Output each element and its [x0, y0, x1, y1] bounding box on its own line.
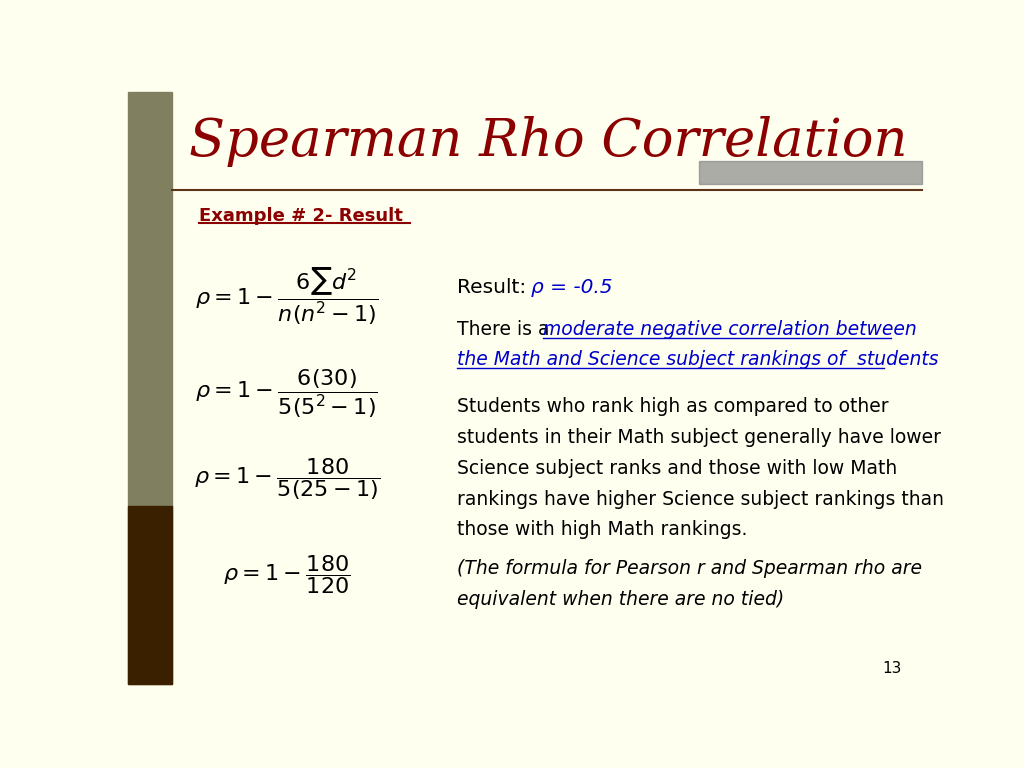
Text: rankings have higher Science subject rankings than: rankings have higher Science subject ran…	[458, 489, 944, 508]
Text: (The formula for Pearson r and Spearman rho are: (The formula for Pearson r and Spearman …	[458, 558, 923, 578]
Text: Result:: Result:	[458, 278, 526, 296]
Text: $\rho = 1 - \dfrac{180}{120}$: $\rho = 1 - \dfrac{180}{120}$	[223, 553, 350, 596]
Text: Students who rank high as compared to other: Students who rank high as compared to ot…	[458, 397, 889, 416]
Text: 13: 13	[883, 661, 902, 677]
Text: equivalent when there are no tied): equivalent when there are no tied)	[458, 590, 784, 609]
Text: $\rho = 1 - \dfrac{180}{5(25-1)}$: $\rho = 1 - \dfrac{180}{5(25-1)}$	[194, 456, 380, 502]
Bar	[128, 506, 172, 684]
Text: $\rho = 1 - \dfrac{6\sum d^2}{n(n^2-1)}$: $\rho = 1 - \dfrac{6\sum d^2}{n(n^2-1)}$	[195, 266, 379, 327]
Text: There is a: There is a	[458, 320, 556, 339]
Text: Spearman Rho Correlation: Spearman Rho Correlation	[189, 116, 908, 167]
Bar	[699, 161, 922, 184]
Text: moderate negative correlation between: moderate negative correlation between	[543, 320, 916, 339]
Text: Science subject ranks and those with low Math: Science subject ranks and those with low…	[458, 458, 898, 478]
Text: $\rho = 1 - \dfrac{6(30)}{5(5^2-1)}$: $\rho = 1 - \dfrac{6(30)}{5(5^2-1)}$	[196, 367, 378, 420]
Text: ρ = -0.5: ρ = -0.5	[531, 278, 612, 296]
Bar	[128, 92, 172, 684]
Text: students in their Math subject generally have lower: students in their Math subject generally…	[458, 428, 941, 447]
Text: those with high Math rankings.: those with high Math rankings.	[458, 520, 748, 539]
Text: the Math and Science subject rankings of  students: the Math and Science subject rankings of…	[458, 350, 939, 369]
Text: Example # 2- Result: Example # 2- Result	[200, 207, 403, 225]
